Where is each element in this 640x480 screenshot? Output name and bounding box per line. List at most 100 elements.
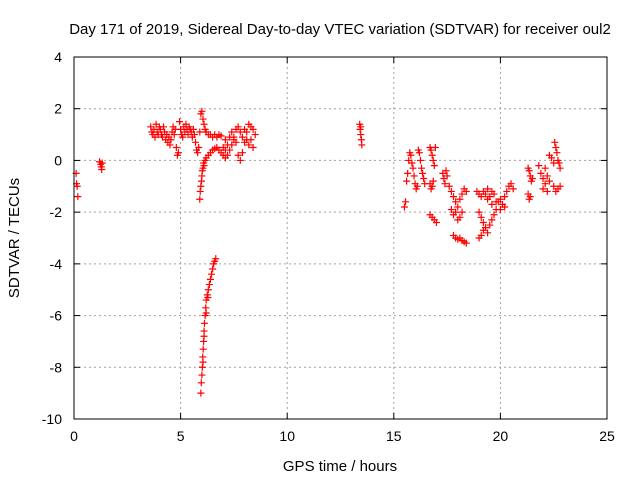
data-point-marker <box>251 131 259 139</box>
data-point-marker <box>194 149 202 157</box>
data-point-marker <box>204 293 212 301</box>
data-point-marker <box>357 131 365 139</box>
y-tick-labels: -10 -8 -6 -4 -2 0 2 4 <box>42 49 62 427</box>
data-point-marker <box>230 133 238 141</box>
data-point-marker <box>238 133 246 141</box>
data-point-marker <box>166 141 174 149</box>
y-tick-label: -8 <box>50 359 63 375</box>
data-point-marker <box>403 177 411 185</box>
data-point-marker <box>198 363 206 371</box>
y-tick-label: -2 <box>50 204 63 220</box>
data-point-marker <box>490 211 498 219</box>
data-point-marker <box>528 175 536 183</box>
data-point-marker <box>551 138 559 146</box>
data-point-marker <box>74 193 82 201</box>
data-point-marker <box>209 265 217 273</box>
y-tick-label: 4 <box>54 49 62 65</box>
data-point-marker <box>234 151 242 159</box>
data-point-marker <box>176 118 184 126</box>
x-tick-label: 5 <box>177 428 185 444</box>
plot-frame <box>73 56 608 420</box>
data-point-marker <box>413 182 421 190</box>
data-point-marker <box>419 169 427 177</box>
data-point-marker <box>477 193 485 201</box>
data-point-marker <box>407 151 415 159</box>
data-point-marker <box>228 128 236 136</box>
data-point-marker <box>481 190 489 198</box>
data-point-marker <box>226 146 234 154</box>
data-point-marker <box>189 125 197 133</box>
data-point-marker <box>200 162 208 170</box>
data-point-marker <box>479 218 487 226</box>
data-point-marker <box>221 136 229 144</box>
data-point-marker <box>400 203 408 211</box>
x-tick-label: 0 <box>70 428 78 444</box>
data-point-marker <box>167 136 175 144</box>
axis-ticks <box>73 56 608 420</box>
data-point-marker <box>553 149 561 157</box>
data-point-marker <box>160 123 168 131</box>
data-point-marker <box>206 275 214 283</box>
data-point-marker <box>555 159 563 167</box>
x-tick-label: 15 <box>386 428 402 444</box>
data-point-marker <box>445 182 453 190</box>
data-point-marker <box>192 138 200 146</box>
data-point-marker <box>429 177 437 185</box>
data-point-marker <box>197 182 205 190</box>
data-point-marker <box>541 180 549 188</box>
data-point-marker <box>503 187 511 195</box>
data-point-marker <box>484 229 492 237</box>
data-point-marker <box>402 198 410 206</box>
data-point-marker <box>429 156 437 164</box>
data-point-marker <box>488 216 496 224</box>
data-point-marker <box>452 198 460 206</box>
data-point-marker <box>443 172 451 180</box>
y-tick-label: -10 <box>42 411 62 427</box>
x-axis-label: GPS time / hours <box>283 458 397 475</box>
data-point-marker <box>236 128 244 136</box>
data-point-marker <box>452 208 460 216</box>
data-point-marker <box>556 164 564 172</box>
data-point-marker <box>556 182 564 190</box>
data-point-marker <box>98 165 106 173</box>
data-point-marker <box>548 154 556 162</box>
data-point-marker <box>458 190 466 198</box>
data-point-marker <box>199 115 207 123</box>
data-point-marker <box>195 144 203 151</box>
data-point-marker <box>179 133 187 141</box>
data-point-marker <box>243 136 251 144</box>
data-point-marker <box>208 270 216 278</box>
data-point-marker <box>431 144 439 151</box>
data-point-marker <box>408 159 416 167</box>
x-tick-label: 20 <box>493 428 509 444</box>
data-point-marker <box>228 141 236 149</box>
data-point-marker <box>172 144 180 151</box>
data-point-marker <box>441 180 449 188</box>
data-point-marker <box>415 149 423 157</box>
data-point-marker <box>442 167 450 175</box>
data-point-marker <box>212 255 220 263</box>
data-point-marker <box>477 213 485 221</box>
x-tick-label: 10 <box>279 428 295 444</box>
data-point-marker <box>420 175 428 183</box>
y-axis-label: SDTVAR / TECUs <box>6 178 23 298</box>
y-tick-label: -4 <box>50 256 63 272</box>
data-point-marker <box>236 156 244 164</box>
data-point-marker <box>190 131 198 139</box>
data-point-marker <box>552 144 560 151</box>
data-point-marker <box>432 218 440 226</box>
data-point-marker <box>507 180 515 188</box>
y-tick-label: -6 <box>50 308 63 324</box>
data-point-marker <box>462 239 470 247</box>
data-point-marker <box>409 164 417 172</box>
data-point-marker <box>410 172 418 180</box>
y-tick-label: 0 <box>54 152 62 168</box>
data-point-marker <box>249 144 257 151</box>
data-point-marker <box>509 185 517 193</box>
data-point-marker <box>196 187 204 195</box>
data-point-marker <box>539 175 547 183</box>
data-point-marker <box>243 128 251 136</box>
data-point-marker <box>234 123 242 131</box>
data-point-marker <box>484 195 492 203</box>
